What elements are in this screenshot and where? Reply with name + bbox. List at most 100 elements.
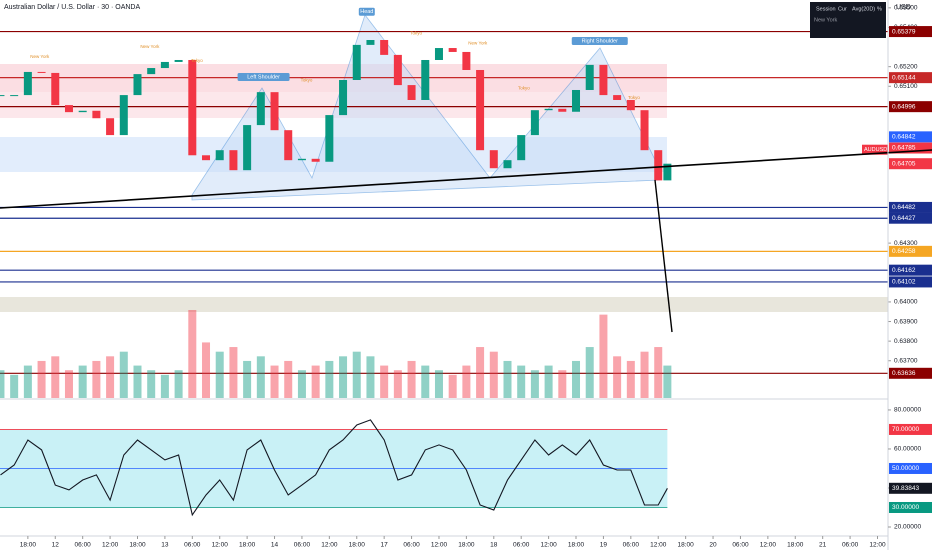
- symbol-badge: [862, 144, 888, 155]
- candle: [393, 54, 402, 86]
- rsi-level-label: 50.00000: [892, 465, 919, 472]
- level-label-bg: [889, 101, 932, 113]
- level-label: 0.63636: [892, 370, 916, 377]
- rsi-level-bg: [889, 501, 932, 513]
- session-col: Avg(20D): [852, 6, 875, 12]
- candle: [503, 160, 512, 169]
- level-label: 0.65144: [892, 74, 916, 81]
- x-tick-label: 18:00: [787, 542, 804, 549]
- session-label: Tokyo: [410, 31, 422, 36]
- y-tick-label: 0.63900: [894, 318, 918, 325]
- volume-bar: [270, 365, 279, 398]
- candle: [663, 163, 672, 181]
- volume-bar: [284, 360, 293, 398]
- x-tick-label: 18:00: [239, 542, 256, 549]
- candle: [599, 64, 608, 96]
- x-tick-label: 06:00: [732, 542, 749, 549]
- level-label-bg: [889, 72, 932, 84]
- candle: [530, 110, 539, 136]
- rsi-level-label: 30.00000: [892, 504, 919, 511]
- candle: [297, 158, 306, 161]
- level-label-bg: [889, 264, 932, 276]
- candle: [366, 39, 375, 45]
- volume-bar: [202, 342, 211, 398]
- session-col: Session: [816, 6, 836, 12]
- y-tick-label: 0.63700: [894, 357, 918, 364]
- candle: [407, 85, 416, 100]
- candle: [160, 61, 169, 69]
- candle: [613, 95, 622, 100]
- candle: [489, 150, 498, 169]
- volume-bar: [448, 374, 457, 398]
- candle: [517, 135, 526, 161]
- rsi-level-bg: [889, 462, 932, 474]
- symbol-label: AUDUSD: [864, 147, 887, 153]
- volume-bar: [92, 360, 101, 398]
- candle: [421, 59, 430, 100]
- x-tick-label: 12:00: [869, 542, 886, 549]
- level-label: 0.64482: [892, 204, 916, 211]
- y-tick-label: 0.65200: [894, 63, 918, 70]
- volume-bar: [23, 365, 32, 398]
- pattern-label: Right Shoulder: [582, 38, 619, 44]
- candle: [51, 72, 60, 106]
- candle: [0, 95, 5, 97]
- session-col: Cur: [838, 6, 847, 12]
- level-label-bg: [889, 201, 932, 213]
- x-tick-label: 12:00: [321, 542, 338, 549]
- x-tick-label: 18:00: [678, 542, 695, 549]
- x-tick-label: 06:00: [294, 542, 311, 549]
- x-tick-label: 18:00: [568, 542, 585, 549]
- volume-bar: [215, 351, 224, 398]
- session-label: New York: [468, 40, 488, 45]
- x-tick-label: 14: [271, 542, 279, 549]
- level-label-bg: [889, 212, 932, 224]
- candle: [10, 95, 19, 97]
- candle: [119, 95, 128, 136]
- candle: [434, 48, 443, 60]
- candle: [325, 115, 334, 162]
- grey-zone: [0, 297, 888, 312]
- volume-bar: [517, 365, 526, 398]
- candle: [243, 125, 252, 171]
- volume-bar: [229, 347, 238, 398]
- candle: [339, 79, 348, 116]
- volume-bar: [421, 365, 430, 398]
- pattern-label: Left Shoulder: [247, 75, 280, 81]
- volume-bar: [160, 374, 169, 398]
- price-marker-bg: [889, 142, 932, 154]
- y-tick-label: 60.00000: [894, 446, 921, 453]
- level-label: 0.64102: [892, 279, 916, 286]
- rsi-last: 39.83843: [892, 485, 919, 492]
- session-table: [810, 2, 886, 38]
- rsi-level-label: 70.00000: [892, 426, 919, 433]
- candle: [380, 39, 389, 55]
- candle: [640, 110, 649, 151]
- x-tick-label: 18:00: [458, 542, 475, 549]
- volume-bar: [133, 365, 142, 398]
- candle: [147, 68, 156, 75]
- x-tick-label: 17: [381, 542, 389, 549]
- y-tick-label: 0.65500: [894, 5, 918, 12]
- session-label: New York: [30, 54, 50, 59]
- volume-bar: [243, 360, 252, 398]
- level-label-bg: [889, 276, 932, 288]
- volume-bar: [558, 370, 567, 398]
- candle: [626, 99, 635, 111]
- volume-bar: [174, 370, 183, 398]
- pattern-label: Head: [360, 9, 373, 15]
- volume-bar: [106, 356, 115, 398]
- candle: [215, 150, 224, 161]
- session-label: Tokyo: [628, 95, 640, 100]
- y-tick-label: 80.00000: [894, 407, 921, 414]
- x-tick-label: 18:00: [349, 542, 366, 549]
- candle: [654, 150, 663, 181]
- price-marker-bg: [889, 131, 932, 143]
- x-tick-label: 12:00: [102, 542, 119, 549]
- volume-bar: [434, 370, 443, 398]
- session-label: New York: [140, 44, 160, 49]
- volume-bar: [407, 360, 416, 398]
- volume-bar: [256, 356, 265, 398]
- candle: [64, 105, 73, 113]
- y-tick-label: 0.63800: [894, 338, 918, 345]
